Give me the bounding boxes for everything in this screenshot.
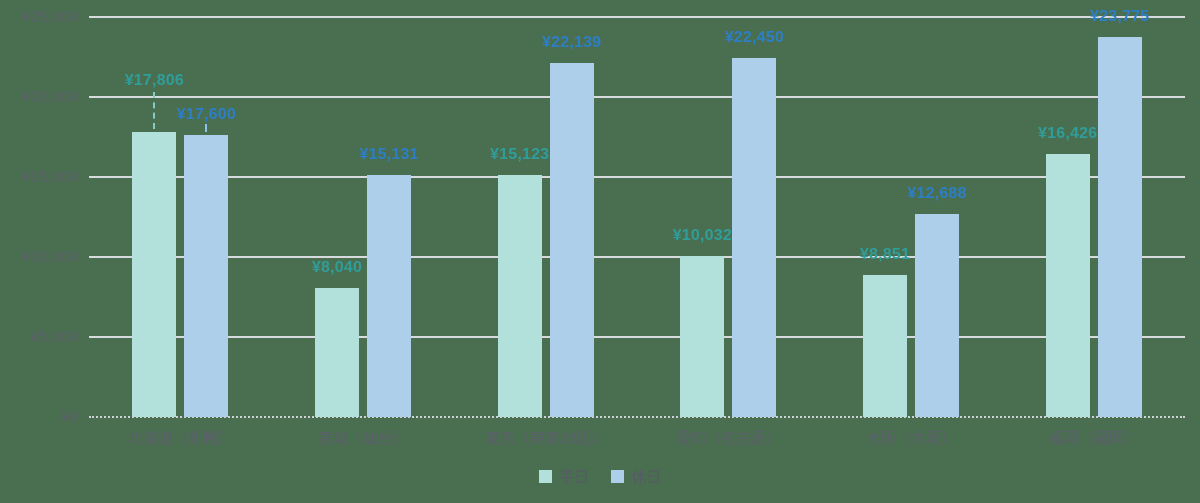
gridline-25000 xyxy=(89,16,1185,18)
weekday-bar-6[interactable] xyxy=(1045,154,1090,417)
legend-swatch xyxy=(538,470,552,483)
value-label: ¥16,426 xyxy=(1038,125,1098,143)
y-axis-tick-label: ¥5,000 xyxy=(30,328,78,346)
holiday-bar-6[interactable] xyxy=(1097,36,1142,417)
x-axis-baseline xyxy=(89,416,1185,418)
weekday-bar-3[interactable] xyxy=(497,175,542,417)
value-label: ¥8,851 xyxy=(859,246,911,264)
y-axis-tick-label: ¥15,000 xyxy=(21,168,78,186)
value-label: ¥22,450 xyxy=(724,28,784,46)
category-label: 北海道（札幌） xyxy=(127,430,233,447)
holiday-bar-5[interactable] xyxy=(915,213,959,417)
category-label: 愛知（名古屋） xyxy=(675,430,781,447)
category-label: 宮城（仙台） xyxy=(317,430,408,447)
legend-item-weekday[interactable]: 平日 xyxy=(538,466,589,487)
value-label: ¥10,032 xyxy=(672,227,732,245)
legend-label: 休日 xyxy=(631,469,662,486)
value-label: ¥17,806 xyxy=(124,72,184,90)
weekday-bar-2[interactable] xyxy=(315,288,359,417)
gridline-10000 xyxy=(89,256,1185,258)
legend-swatch xyxy=(611,470,624,483)
holiday-bar-2[interactable] xyxy=(367,174,411,417)
category-label: 東京（東京23区） xyxy=(484,430,607,447)
gridline-20000 xyxy=(89,96,1185,98)
label-leader-line xyxy=(205,124,208,133)
gridline-5000 xyxy=(89,336,1185,338)
y-axis-tick-label: ¥0 xyxy=(60,408,78,426)
weekday-bar-5[interactable] xyxy=(863,275,907,417)
chart-legend: 平日 休日 xyxy=(0,466,1200,487)
category-label: 福岡（福岡） xyxy=(1048,430,1139,447)
holiday-bar-4[interactable] xyxy=(732,57,777,417)
legend-item-holiday[interactable]: 休日 xyxy=(611,466,661,487)
label-leader-line xyxy=(153,92,156,130)
value-label: ¥12,688 xyxy=(907,184,967,202)
legend-label: 平日 xyxy=(558,469,589,486)
weekday-bar-1[interactable] xyxy=(132,132,177,417)
y-axis-tick-label: ¥25,000 xyxy=(21,8,78,26)
value-label: ¥23,775 xyxy=(1090,7,1150,25)
gridline-15000 xyxy=(89,176,1185,178)
holiday-bar-1[interactable] xyxy=(184,135,229,417)
value-label: ¥22,139 xyxy=(542,33,602,51)
holiday-bar-3[interactable] xyxy=(549,62,594,417)
value-label: ¥17,600 xyxy=(176,106,236,124)
category-label: 大阪（大阪） xyxy=(865,430,956,447)
y-axis-tick-label: ¥10,000 xyxy=(21,248,78,266)
value-label: ¥15,131 xyxy=(359,145,419,163)
value-label: ¥8,040 xyxy=(311,259,363,277)
value-label: ¥15,123 xyxy=(490,146,550,164)
weekday-bar-4[interactable] xyxy=(680,256,725,417)
y-axis-tick-label: ¥20,000 xyxy=(21,88,78,106)
